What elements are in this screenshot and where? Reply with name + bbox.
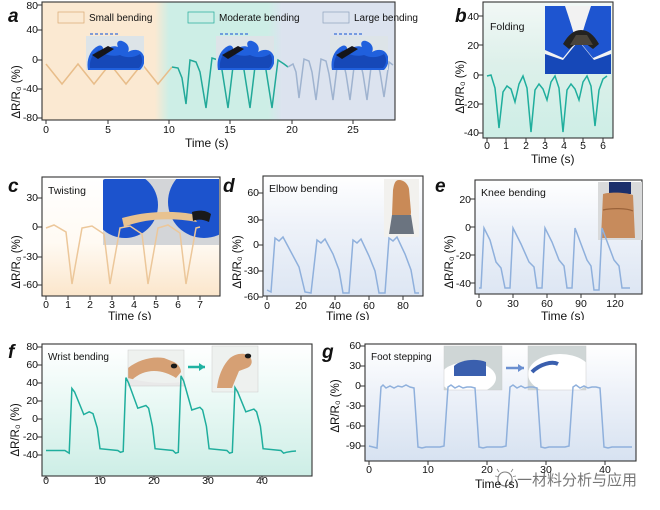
svg-text:5: 5 [105, 124, 111, 136]
svg-text:80: 80 [397, 300, 409, 312]
svg-text:120: 120 [606, 298, 624, 310]
svg-text:-60: -60 [346, 420, 361, 432]
svg-text:Foot stepping: Foot stepping [371, 352, 432, 363]
svg-text:ΔR/R₀ (%): ΔR/R₀ (%) [11, 65, 23, 119]
svg-text:a: a [8, 6, 19, 27]
svg-text:b: b [455, 6, 467, 27]
svg-text:10: 10 [422, 464, 434, 476]
svg-text:80: 80 [26, 0, 38, 12]
svg-text:20: 20 [286, 124, 298, 136]
svg-text:20: 20 [26, 395, 38, 407]
svg-text:40: 40 [467, 11, 479, 23]
svg-text:-60: -60 [23, 279, 38, 291]
svg-text:ΔR/R₀ (%): ΔR/R₀ (%) [11, 235, 23, 289]
svg-text:ΔR/R₀ (%): ΔR/R₀ (%) [10, 403, 22, 457]
svg-text:0: 0 [465, 222, 471, 234]
svg-text:25: 25 [347, 124, 359, 136]
svg-text:80: 80 [26, 341, 38, 353]
svg-text:Time (s): Time (s) [108, 309, 152, 320]
svg-text:60: 60 [26, 359, 38, 371]
svg-text:d: d [223, 176, 235, 197]
svg-text:30: 30 [507, 298, 519, 310]
svg-text:-30: -30 [244, 265, 259, 277]
svg-text:Wrist bending: Wrist bending [48, 352, 109, 363]
svg-text:0: 0 [43, 124, 49, 136]
svg-text:-30: -30 [346, 400, 361, 412]
svg-text:Time (s): Time (s) [185, 136, 229, 150]
svg-text:30: 30 [247, 214, 259, 226]
svg-text:0: 0 [43, 299, 49, 311]
svg-text:7: 7 [197, 299, 203, 311]
svg-text:30: 30 [26, 192, 38, 204]
svg-text:ΔR/R₀ (%): ΔR/R₀ (%) [330, 379, 342, 433]
svg-text:30: 30 [349, 360, 361, 372]
svg-text:-40: -40 [464, 127, 479, 139]
svg-text:一材料分析与应用: 一材料分析与应用 [517, 471, 637, 489]
svg-text:Small bending: Small bending [89, 13, 152, 24]
svg-text:0: 0 [264, 300, 270, 312]
svg-text:Folding: Folding [490, 21, 525, 33]
svg-text:f: f [8, 342, 16, 363]
svg-text:-90: -90 [346, 440, 361, 452]
svg-text:0: 0 [366, 464, 372, 476]
svg-text:g: g [321, 342, 334, 363]
svg-text:0: 0 [476, 298, 482, 310]
svg-text:40: 40 [26, 24, 38, 36]
svg-text:20: 20 [481, 464, 493, 476]
svg-text:Moderate bending: Moderate bending [219, 13, 300, 24]
svg-text:-40: -40 [456, 278, 471, 290]
svg-text:Knee bending: Knee bending [481, 187, 546, 199]
svg-text:1: 1 [65, 299, 71, 311]
svg-text:Time (s): Time (s) [326, 309, 370, 320]
svg-text:20: 20 [459, 194, 471, 206]
svg-text:-40: -40 [23, 83, 38, 95]
svg-text:6: 6 [175, 299, 181, 311]
svg-text:5: 5 [153, 299, 159, 311]
svg-text:-80: -80 [23, 112, 38, 124]
svg-text:60: 60 [247, 187, 259, 199]
svg-text:Elbow bending: Elbow bending [269, 183, 338, 195]
svg-text:Time (s): Time (s) [541, 309, 585, 320]
svg-text:Twisting: Twisting [48, 185, 86, 197]
svg-text:Large bending: Large bending [354, 13, 418, 24]
svg-text:c: c [8, 176, 19, 197]
svg-text:e: e [435, 176, 446, 197]
svg-text:ΔR/R₀ (%): ΔR/R₀ (%) [444, 235, 456, 289]
svg-text:-20: -20 [456, 250, 471, 262]
svg-text:10: 10 [163, 124, 175, 136]
svg-text:-60: -60 [244, 291, 259, 303]
svg-text:Time (s): Time (s) [531, 152, 575, 166]
svg-text:15: 15 [224, 124, 236, 136]
svg-text:20: 20 [467, 40, 479, 52]
svg-text:0: 0 [473, 70, 479, 82]
svg-text:60: 60 [349, 340, 361, 352]
svg-text:40: 40 [26, 377, 38, 389]
svg-text:ΔR/R₀ (%): ΔR/R₀ (%) [232, 235, 244, 289]
svg-text:20: 20 [295, 300, 307, 312]
svg-text:-40: -40 [23, 449, 38, 461]
svg-text:ΔR/R₀ (%): ΔR/R₀ (%) [455, 60, 467, 114]
svg-text:2: 2 [87, 299, 93, 311]
svg-text:-20: -20 [23, 431, 38, 443]
svg-text:-30: -30 [23, 251, 38, 263]
